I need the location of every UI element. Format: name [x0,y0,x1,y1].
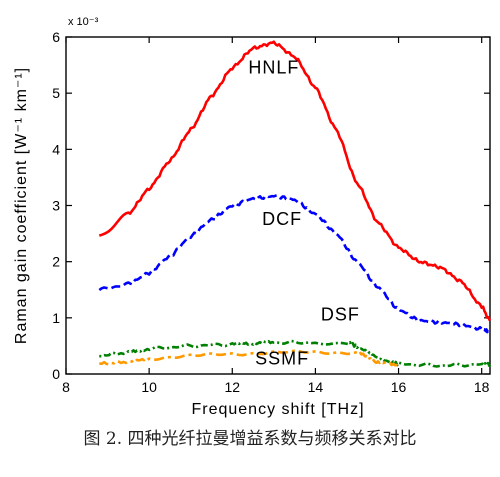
x-tick-label: 16 [391,379,407,395]
x-tick-label: 8 [62,379,70,395]
x-tick-label: 18 [474,379,490,395]
series-line-hnlf [98,40,492,322]
x-tick-label: 10 [141,379,157,395]
y-tick-label: 2 [52,254,60,270]
series-label-dsf: DSF [321,305,360,325]
labels-layer: HNLF DCF DSF SSMF [248,58,360,369]
series-label-dcf: DCF [262,209,302,229]
y-multiplier-label: x 10⁻³ [68,16,99,28]
x-tick-label: 12 [224,379,240,395]
plot-frame [65,36,491,375]
x-axis-label: Frequency shift [THz] [191,401,364,418]
y-tick-label: 3 [52,198,60,214]
series-line-ssmf [99,349,399,367]
y-tick-label: 1 [52,310,60,326]
series-layer [98,40,492,368]
y-tick-label: 0 [52,366,60,382]
y-axis-label: Raman gain coefficient [W⁻¹ km⁻¹] [13,67,30,344]
y-tick-label: 5 [52,85,60,101]
series-line-dcf [98,194,491,334]
y-tick-label: 4 [52,141,60,157]
figure-caption: 图 2. 四种光纤拉曼增益系数与频移关系对比 [83,429,417,449]
series-line-dsf [99,339,492,368]
x-tick-label: 14 [308,379,324,395]
series-label-ssmf: SSMF [255,348,309,368]
y-tick-label: 6 [52,29,60,45]
series-label-hnlf: HNLF [248,58,299,78]
